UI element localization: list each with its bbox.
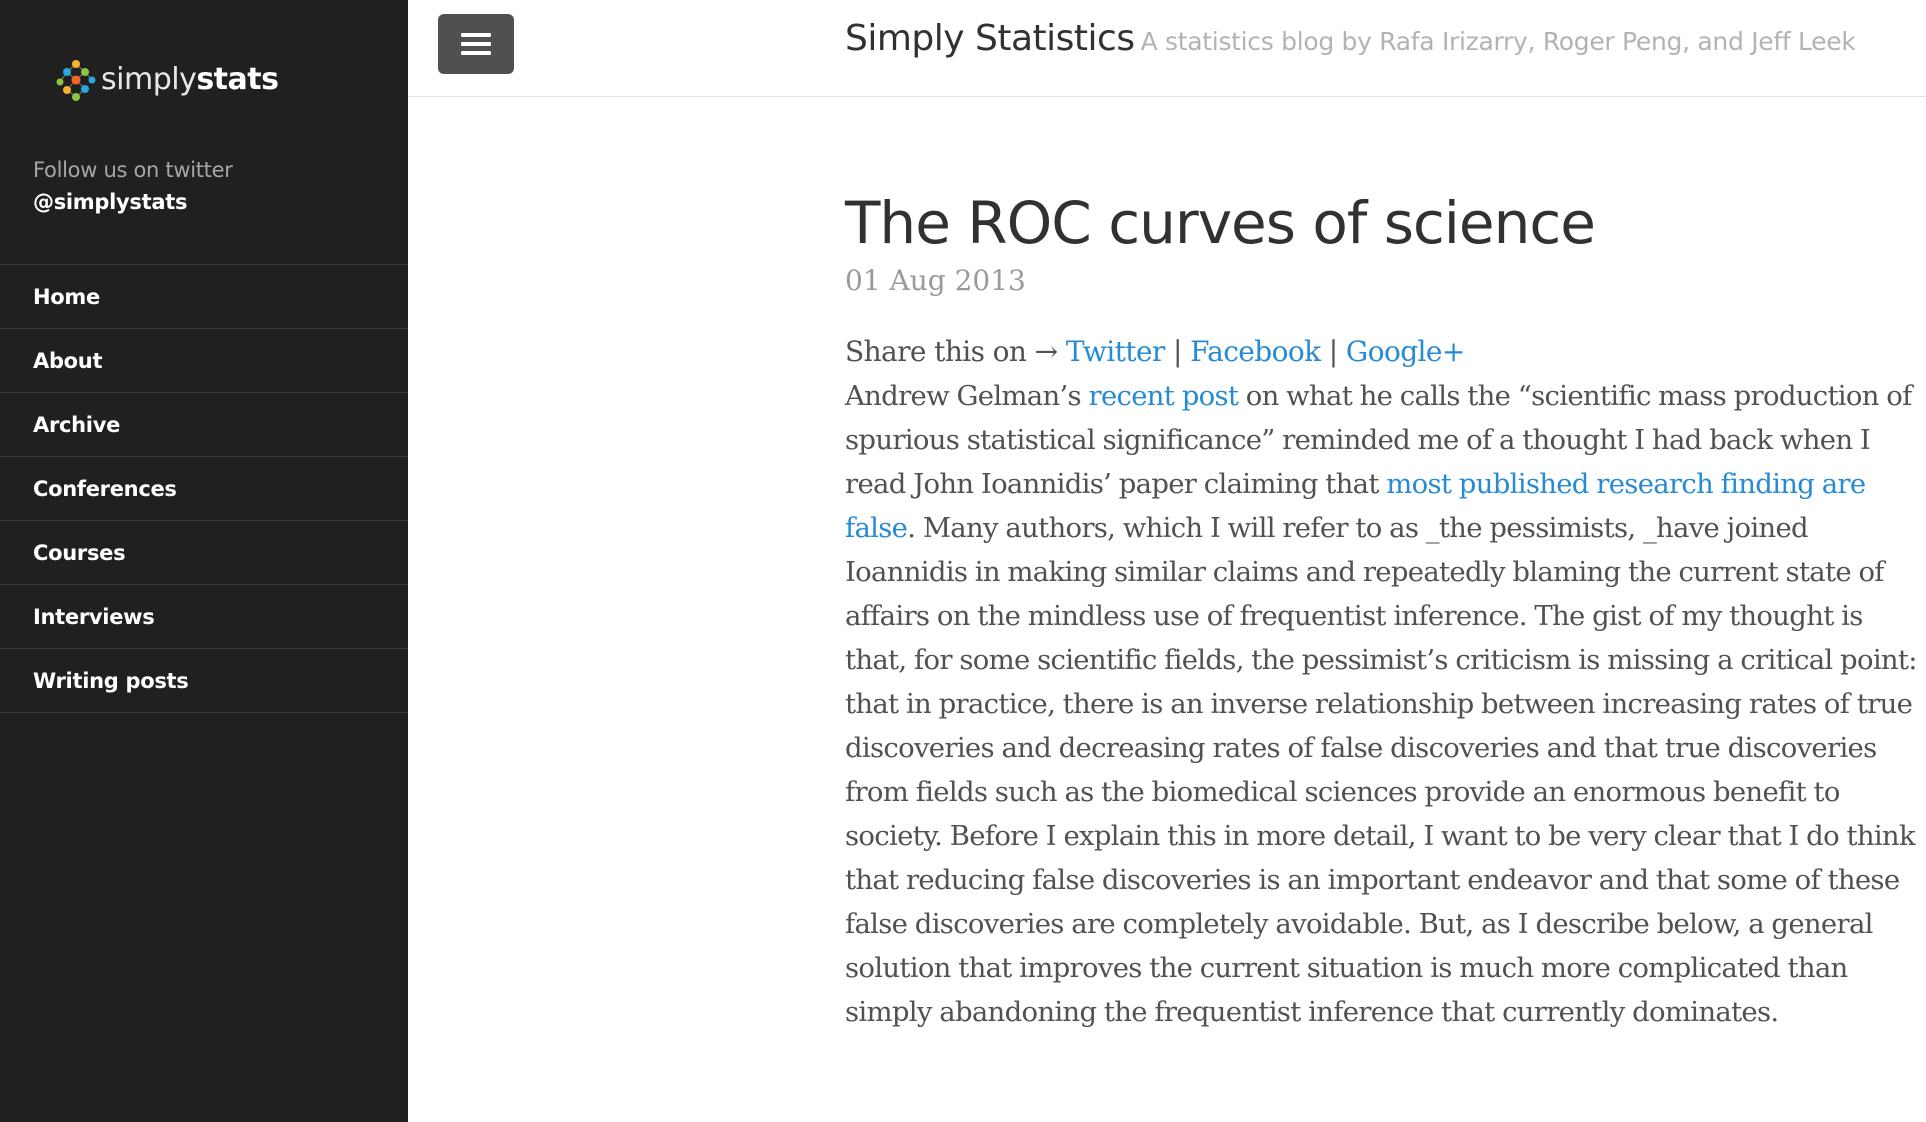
twitter-handle-link[interactable]: @simplystats	[33, 190, 188, 214]
site-title: Simply Statistics A statistics blog by Ra…	[845, 18, 1856, 59]
share-separator: |	[1173, 335, 1182, 368]
post-date: 01 Aug 2013	[845, 264, 1026, 297]
sidebar-item-writing-posts[interactable]: Writing posts	[0, 649, 408, 713]
share-facebook-link[interactable]: Facebook	[1190, 335, 1321, 368]
logo-word-simply: simply	[101, 62, 197, 97]
share-bar: Share this on → Twitter | Facebook | Goo…	[845, 330, 1926, 374]
logo-word-stats: stats	[196, 62, 279, 97]
sidebar-toggle-button[interactable]	[438, 14, 514, 74]
post-paragraph: Andrew Gelman’s recent post on what he c…	[845, 374, 1926, 1034]
molecule-logo-icon	[56, 60, 96, 101]
masthead: Simply Statistics A statistics blog by Ra…	[408, 0, 1926, 97]
follow-label: Follow us on twitter	[33, 158, 233, 182]
sidebar: simplystats Follow us on twitter @simply…	[0, 0, 408, 1122]
ioannidis-paper-link[interactable]: most published research finding are fals…	[845, 468, 1866, 544]
sidebar-item-home[interactable]: Home	[0, 265, 408, 329]
simplystats-logo[interactable]: simplystats	[55, 52, 279, 108]
hamburger-menu-icon	[461, 33, 491, 55]
sidebar-item-conferences[interactable]: Conferences	[0, 457, 408, 521]
share-twitter-link[interactable]: Twitter	[1065, 335, 1165, 368]
sidebar-item-archive[interactable]: Archive	[0, 393, 408, 457]
share-prefix: Share this on →	[845, 335, 1058, 368]
sidebar-nav: Home About Archive Conferences Courses I…	[0, 264, 408, 713]
sidebar-item-interviews[interactable]: Interviews	[0, 585, 408, 649]
site-name-link[interactable]: Simply Statistics	[845, 18, 1135, 59]
post-content: The ROC curves of science 01 Aug 2013 Sh…	[845, 185, 1926, 1034]
post-title: The ROC curves of science	[845, 189, 1596, 257]
share-googleplus-link[interactable]: Google+	[1345, 335, 1465, 368]
site-tagline: A statistics blog by Rafa Irizarry, Roge…	[1140, 27, 1856, 56]
paragraph-text: on what he calls the “scientific mass pr…	[845, 380, 1912, 500]
recent-post-link[interactable]: recent post	[1088, 380, 1239, 412]
paragraph-text: Andrew Gelman’s	[845, 380, 1089, 412]
sidebar-item-about[interactable]: About	[0, 329, 408, 393]
logo-wordmark: simplystats	[101, 62, 279, 97]
twitter-follow: Follow us on twitter @simplystats	[33, 154, 233, 218]
sidebar-item-courses[interactable]: Courses	[0, 521, 408, 585]
share-separator: |	[1328, 335, 1338, 368]
paragraph-text: . Many authors, which I will refer to as…	[845, 512, 1918, 1028]
